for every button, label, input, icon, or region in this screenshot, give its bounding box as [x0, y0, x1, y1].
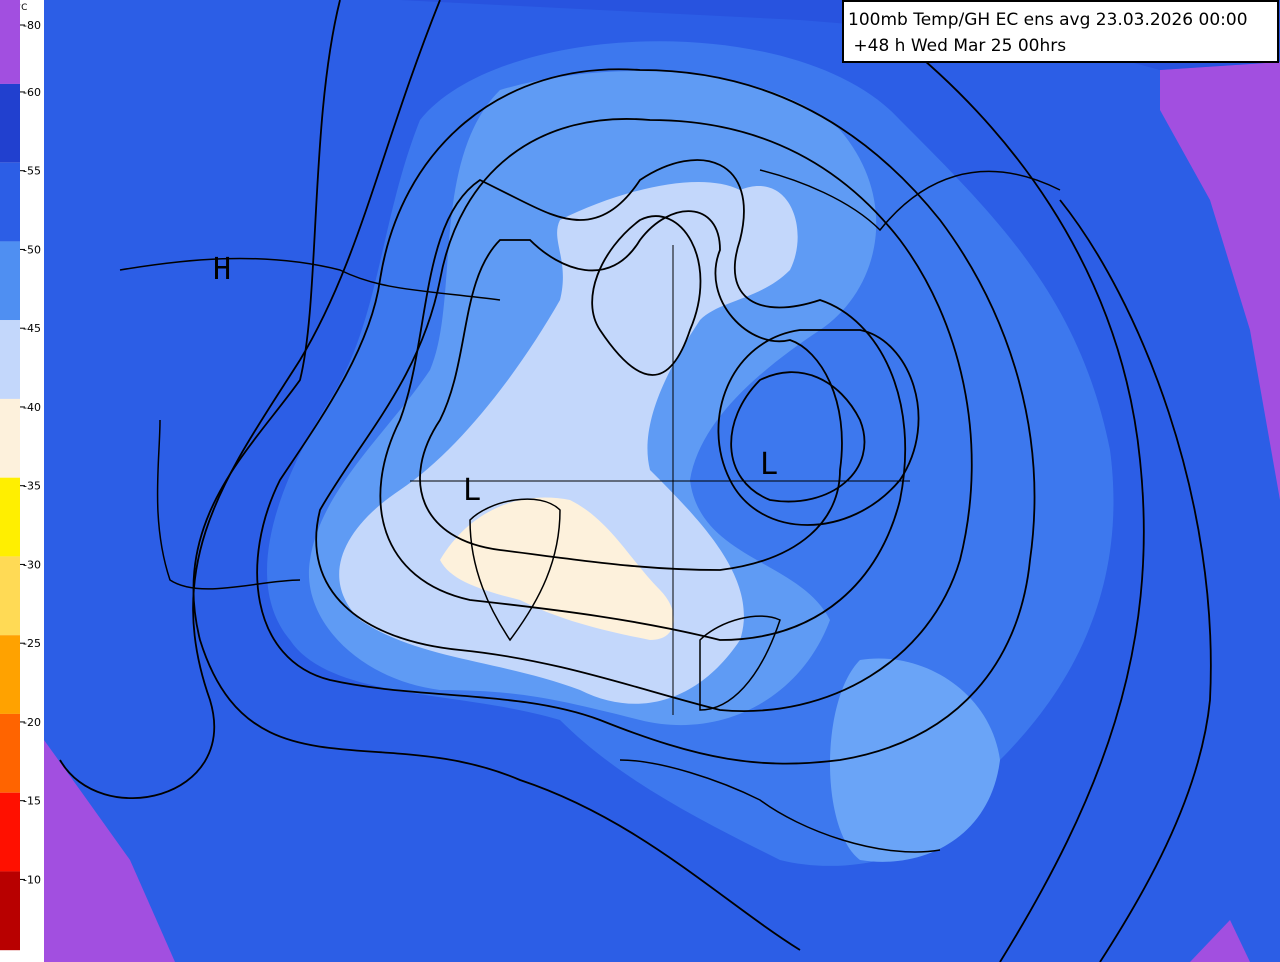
crosshair	[410, 245, 910, 715]
pressure-center-label: L	[463, 473, 481, 508]
legend-swatch	[0, 871, 20, 951]
legend-label: -10	[23, 873, 41, 886]
legend-swatch	[0, 398, 20, 478]
legend: °C -80 -60 -55 -50 -45 -40 -35 -30 -25 -20 -15 -10	[0, 0, 44, 962]
legend-label: -20	[23, 716, 41, 729]
legend-swatch	[0, 162, 20, 242]
legend-swatch	[0, 241, 20, 321]
legend-label: -60	[23, 86, 41, 99]
legend-label: -50	[23, 243, 41, 256]
legend-label: -25	[23, 637, 41, 650]
legend-label: -55	[23, 165, 41, 178]
contours	[59, 0, 1212, 962]
legend-unit: °C	[17, 3, 28, 13]
pressure-center-label: L	[760, 447, 778, 482]
title-box: 100mb Temp/GH EC ens avg 23.03.2026 00:0…	[842, 0, 1279, 63]
legend-label: -40	[23, 401, 41, 414]
legend-swatch	[0, 320, 20, 399]
title-line: 100mb Temp/GH EC ens avg 23.03.2026 00:0…	[848, 10, 1248, 30]
legend-label: -35	[23, 480, 41, 493]
legend-swatch	[0, 635, 20, 714]
map-field	[44, 0, 1280, 962]
coastlines	[119, 169, 1061, 853]
pressure-centers: H L L	[213, 252, 778, 508]
legend-swatch	[0, 713, 20, 793]
legend-label: -45	[23, 322, 41, 335]
legend-swatch	[0, 792, 20, 872]
subtitle-line: +48 h Wed Mar 25 00hrs	[848, 36, 1066, 56]
legend-swatch	[0, 556, 20, 636]
legend-swatch	[0, 0, 20, 84]
legend-label: -15	[23, 795, 41, 808]
legend-swatch	[0, 477, 20, 557]
pressure-center-label: H	[213, 252, 231, 287]
legend-label: -80	[23, 19, 41, 32]
legend-swatch	[0, 83, 20, 163]
legend-label: -30	[23, 558, 41, 571]
